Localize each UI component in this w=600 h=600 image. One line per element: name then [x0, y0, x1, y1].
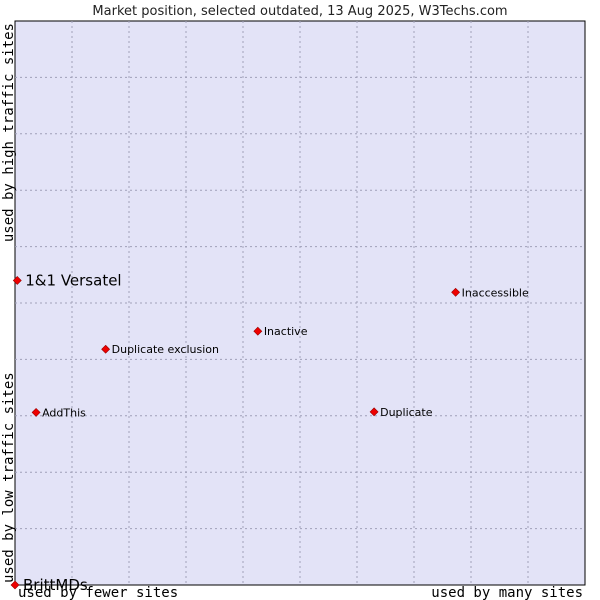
data-point-label: Duplicate — [380, 406, 433, 419]
data-point-label: Inactive — [264, 325, 308, 338]
x-axis-label-right: used by many sites — [431, 585, 583, 600]
data-point-marker — [101, 344, 111, 354]
data-point-marker — [10, 580, 20, 590]
data-point-label: BrittMDs — [23, 576, 88, 594]
grid-lines — [15, 21, 585, 585]
data-point-label: 1&1 Versatel — [25, 271, 121, 289]
y-axis-label-low: used by low traffic sites — [1, 372, 17, 583]
x-axis-label-left: used by fewer sites — [18, 585, 178, 600]
data-point-marker — [253, 326, 263, 336]
y-axis-label-high: used by high traffic sites — [1, 23, 17, 242]
data-point-marker — [451, 287, 461, 297]
chart-title: Market position, selected outdated, 13 A… — [92, 4, 507, 19]
data-point-marker — [369, 407, 379, 417]
data-point-marker — [31, 407, 41, 417]
data-points: 1&1 Versatel BrittMDs Inaccessible Inactive… — [10, 271, 529, 594]
data-point-label: Inaccessible — [462, 286, 529, 299]
data-point-label: AddThis — [42, 406, 86, 419]
data-point-label: Duplicate exclusion — [112, 343, 219, 356]
data-point-marker — [12, 276, 22, 285]
